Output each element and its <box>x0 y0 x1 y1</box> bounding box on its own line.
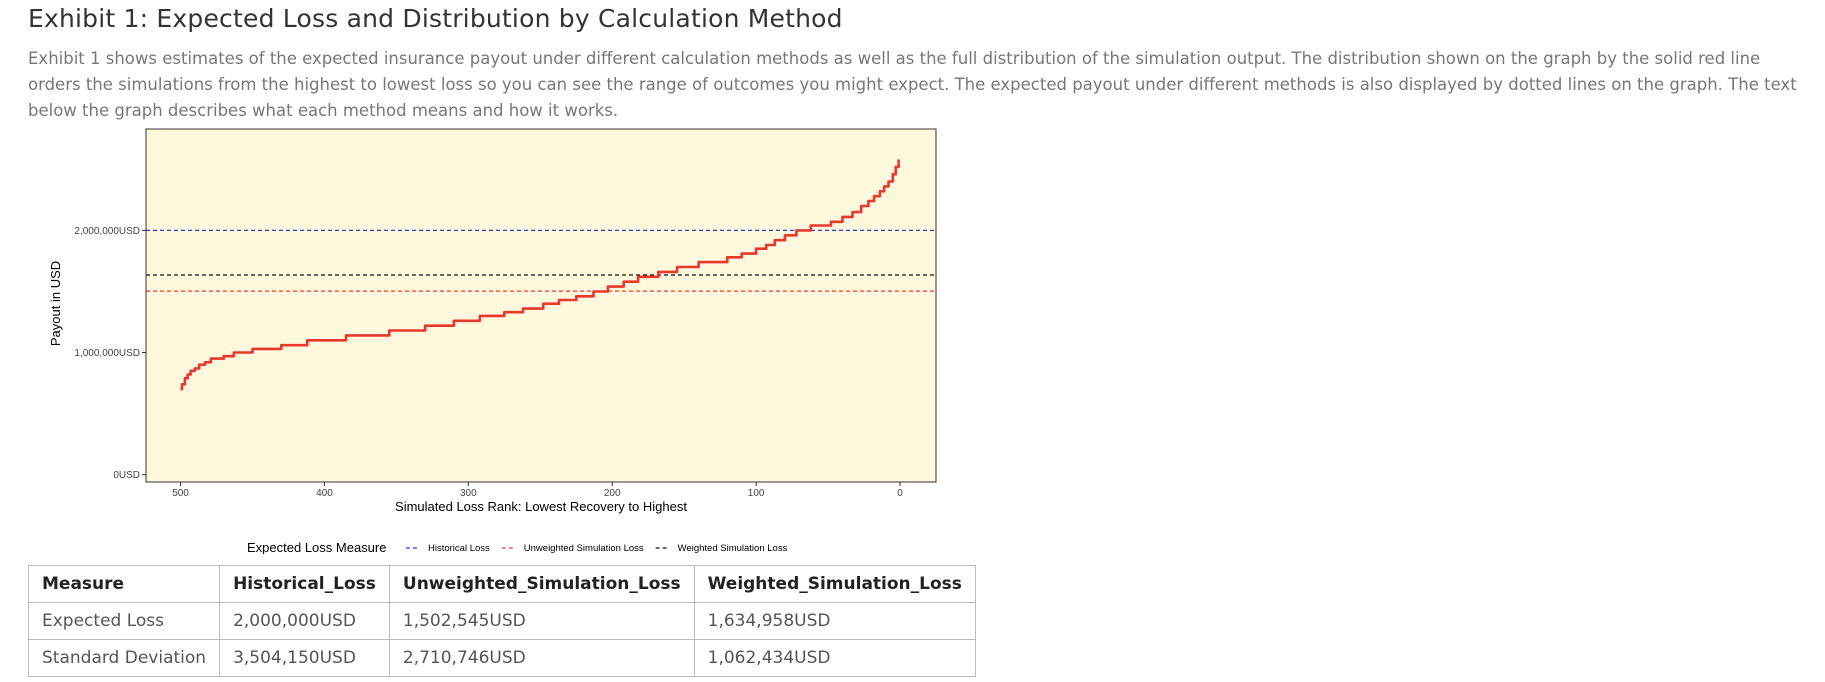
x-tick-label: 400 <box>316 488 333 499</box>
x-axis-title: Simulated Loss Rank: Lowest Recovery to … <box>395 499 687 514</box>
y-axis-title: Payout in USD <box>48 261 63 346</box>
loss-distribution-chart: 0USD 1,000,000USD 2,000,000USD 500 400 300 20… <box>48 128 937 554</box>
table-cell: Standard Deviation <box>27 639 221 677</box>
table-cell: 3,504,150USD <box>219 639 390 677</box>
table-cell: 2,710,746USD <box>388 639 695 677</box>
distribution-line <box>180 159 900 391</box>
table-header-cell: Unweighted_Simulation_Loss <box>388 565 695 603</box>
page-description: Exhibit 1 shows estimates of the expecte… <box>28 49 1797 120</box>
table-header-row: Measure Historical_Loss Unweighted_Simul… <box>27 565 976 603</box>
legend-item-label: Weighted Simulation Loss <box>678 543 788 554</box>
table-row: Expected Loss 2,000,000USD 1,502,545USD … <box>27 602 976 640</box>
x-tick-label: 500 <box>172 488 189 499</box>
table-cell: Expected Loss <box>27 602 221 640</box>
x-tick-label: 300 <box>460 488 477 499</box>
table-header-cell: Historical_Loss <box>219 565 390 603</box>
table-cell: 1,062,434USD <box>693 639 976 677</box>
y-tick-label: 0USD <box>113 470 140 481</box>
expected-loss-table: Measure Historical_Loss Unweighted_Simul… <box>27 565 976 677</box>
x-tick-label: 0 <box>897 488 903 499</box>
table-header-cell: Weighted_Simulation_Loss <box>693 565 976 603</box>
table-cell: 2,000,000USD <box>219 602 390 640</box>
legend-item-label: Unweighted Simulation Loss <box>524 543 644 554</box>
x-tick-label: 200 <box>604 488 621 499</box>
table-row: Standard Deviation 3,504,150USD 2,710,74… <box>27 639 976 677</box>
plot-panel-border <box>145 128 937 483</box>
legend-item-label: Historical Loss <box>428 543 490 554</box>
table-cell: 1,634,958USD <box>693 602 976 640</box>
y-tick-label: 2,000,000USD <box>74 226 140 237</box>
y-tick-label: 1,000,000USD <box>74 348 140 359</box>
legend-title: Expected Loss Measure <box>247 540 386 554</box>
table-header-cell: Measure <box>27 565 221 603</box>
page-title: Exhibit 1: Expected Loss and Distributio… <box>28 4 843 33</box>
plot-background <box>146 129 936 482</box>
table-cell: 1,502,545USD <box>388 602 695 640</box>
chart-legend: Expected Loss Measure Historical Loss Unw… <box>247 540 788 554</box>
x-tick-label: 100 <box>748 488 765 499</box>
